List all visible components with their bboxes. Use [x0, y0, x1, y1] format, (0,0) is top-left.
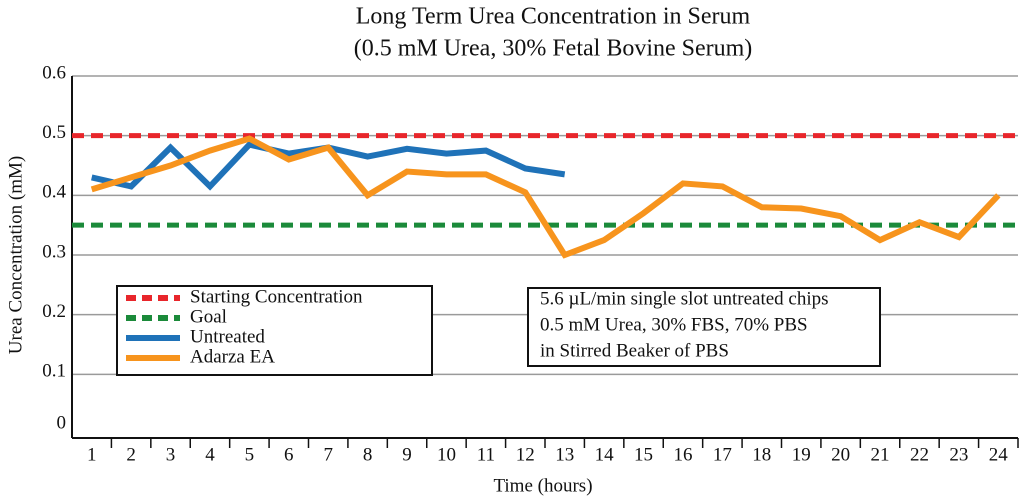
legend-label: Starting Concentration: [190, 286, 363, 307]
y-tick-label: 0.6: [42, 62, 66, 83]
y-tick-label: 0.5: [42, 122, 66, 143]
y-tick-label: 0.1: [42, 361, 66, 382]
x-tick-label: 3: [166, 444, 176, 465]
annotation-text: 0.5 mM Urea, 30% FBS, 70% PBS: [540, 314, 808, 335]
x-tick-label: 16: [673, 444, 692, 465]
annotation-text: in Stirred Beaker of PBS: [540, 340, 729, 361]
chart-subtitle: (0.5 mM Urea, 30% Fetal Bovine Serum): [354, 36, 753, 62]
x-tick-label: 15: [634, 444, 653, 465]
x-tick-label: 7: [323, 444, 333, 465]
annotation-box: [527, 287, 881, 367]
y-tick-label: 0: [57, 412, 67, 433]
x-tick-label: 2: [126, 444, 136, 465]
y-tick-label: 0.4: [42, 182, 66, 203]
legend-box: [116, 285, 433, 376]
x-tick-label: 10: [437, 444, 456, 465]
x-tick-label: 17: [713, 444, 732, 465]
chart-title: Long Term Urea Concentration in Serum: [356, 4, 751, 30]
x-tick-label: 11: [477, 444, 495, 465]
annotation-text: 5.6 µL/min single slot untreated chips: [540, 288, 829, 309]
x-tick-label: 21: [871, 444, 890, 465]
x-tick-label: 23: [949, 444, 968, 465]
x-tick-label: 9: [402, 444, 412, 465]
x-tick-label: 6: [284, 444, 294, 465]
x-tick-label: 24: [989, 444, 1009, 465]
y-tick-label: 0.3: [42, 241, 66, 262]
x-tick-label: 20: [831, 444, 850, 465]
x-tick-label: 12: [516, 444, 535, 465]
y-axis-label: Urea Concentration (mM): [5, 156, 26, 354]
series-line: [90, 135, 1001, 259]
x-tick-label: 14: [595, 444, 615, 465]
x-tick-label: 5: [245, 444, 255, 465]
x-axis-label: Time (hours): [493, 475, 592, 496]
legend-label: Untreated: [190, 326, 265, 347]
x-tick-label: 4: [205, 444, 215, 465]
x-tick-label: 19: [792, 444, 811, 465]
x-tick-label: 13: [555, 444, 574, 465]
x-tick-label: 8: [363, 444, 373, 465]
legend-label: Adarza EA: [190, 346, 275, 367]
x-tick-label: 18: [752, 444, 771, 465]
x-tick-label: 22: [910, 444, 929, 465]
legend-label: Goal: [190, 306, 227, 327]
y-tick-label: 0.2: [42, 301, 66, 322]
x-tick-label: 1: [87, 444, 97, 465]
